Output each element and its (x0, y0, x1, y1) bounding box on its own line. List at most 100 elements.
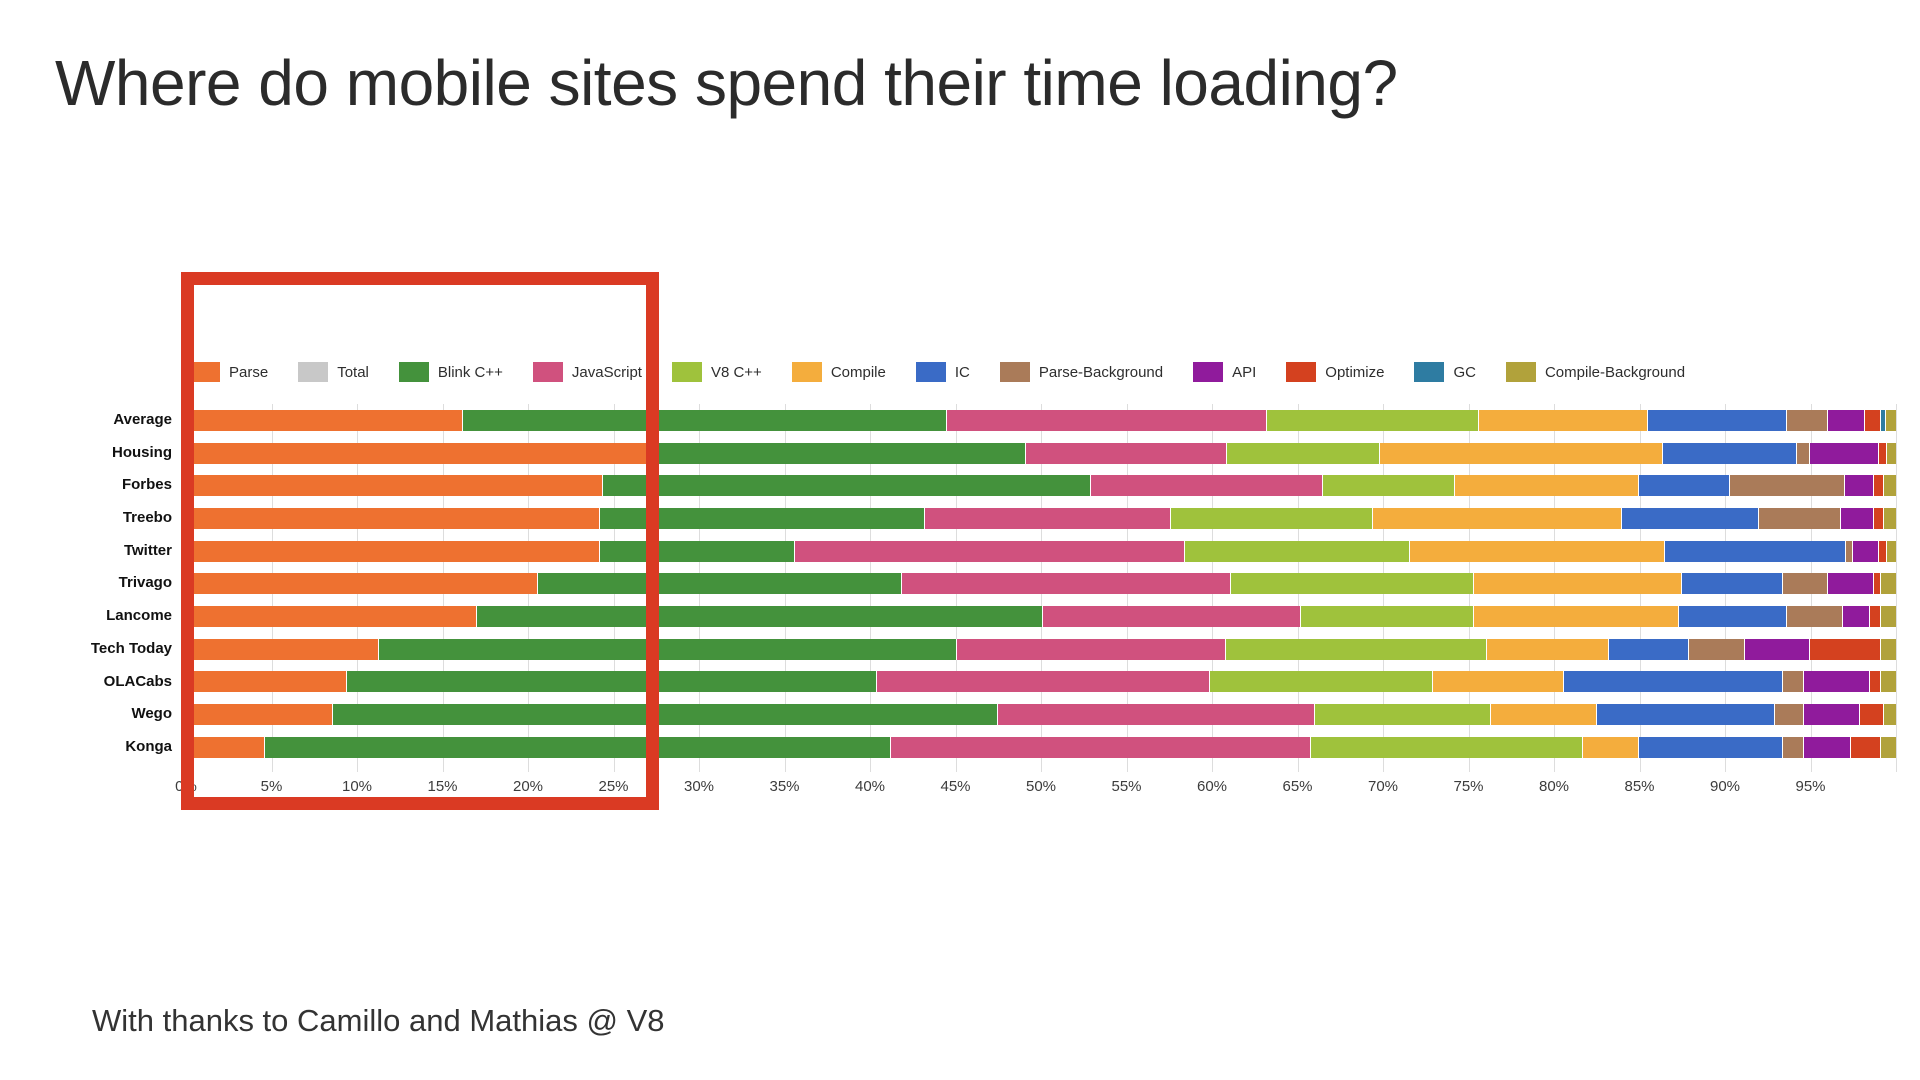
bar-row (186, 698, 1896, 731)
bar-segment (264, 736, 891, 758)
bar-segment (1170, 507, 1373, 529)
bar-segment (1783, 736, 1804, 758)
bar-segment (1227, 442, 1380, 464)
tick-label: 60% (1196, 778, 1228, 795)
bar-segment (1225, 638, 1488, 660)
bar-segment (1314, 704, 1491, 726)
tick-label: 55% (1111, 778, 1142, 795)
plot-area (186, 404, 1897, 772)
bar-segment (1639, 475, 1731, 497)
bar-segment (1783, 573, 1828, 595)
bar-row (186, 535, 1896, 568)
bar-segment (1759, 507, 1842, 529)
legend-item: Blink C++ (398, 362, 503, 382)
legend-item: Optimize (1286, 362, 1384, 382)
bar-segment (1689, 638, 1746, 660)
bar-segment (186, 573, 539, 595)
legend-label: Blink C++ (437, 363, 503, 381)
legend-label: GC (1453, 363, 1476, 381)
legend-label: Parse (229, 363, 269, 381)
bar-row (186, 633, 1896, 666)
tick-label: 20% (512, 778, 544, 795)
bar-segment (890, 736, 1312, 758)
bar-segment (946, 409, 1267, 431)
legend-label: Parse-Background (1038, 363, 1164, 381)
bar-segment (599, 540, 795, 562)
bar-row (186, 666, 1896, 699)
tick-label: 30% (683, 778, 715, 795)
category-label: Average (113, 411, 172, 428)
bar-segment (1846, 540, 1854, 562)
legend-item: Compile-Background (1505, 362, 1686, 382)
bar-segment (186, 442, 657, 464)
tick-label: 75% (1453, 778, 1484, 795)
category-axis-labels: Average Housing Forbes Treebo Twitter Trivago… (0, 404, 176, 764)
bar-segment (1827, 409, 1866, 431)
bar-segment (794, 540, 1185, 562)
bar-segment (924, 507, 1171, 529)
bar-segment (1853, 540, 1879, 562)
legend-label: V8 C++ (710, 363, 762, 381)
bar-segment (1827, 573, 1874, 595)
bar-row (186, 469, 1896, 502)
bar-segment (1230, 573, 1474, 595)
tick-label: 95% (1795, 778, 1826, 795)
bar-segment (1786, 605, 1843, 627)
bar-segment (1880, 671, 1896, 693)
category-label: Treebo (122, 509, 172, 527)
bar-segment (1025, 442, 1228, 464)
stacked-bar (186, 736, 1896, 758)
bar-segment (1796, 442, 1811, 464)
bar-segment (186, 409, 464, 431)
category-label: Forbes (121, 476, 172, 494)
bar-segment (1880, 573, 1896, 595)
legend-label: API (1232, 363, 1257, 381)
bar-segment (1865, 409, 1881, 431)
bar-row (186, 600, 1896, 633)
bar-segment (1487, 638, 1609, 660)
bar-segment (1851, 736, 1881, 758)
legend-item: API (1193, 362, 1256, 382)
bar-segment (656, 442, 1026, 464)
bar-segment (346, 671, 877, 693)
bar-segment (1478, 409, 1649, 431)
bar-segment (902, 573, 1231, 595)
bar-segment (1880, 638, 1896, 660)
footer-credit: With thanks to Camillo and Mathias @ V8 (92, 1003, 665, 1038)
bar-row (186, 437, 1896, 470)
stacked-bar (186, 507, 1896, 529)
bar-segment (1432, 671, 1565, 693)
bar-segment (1454, 475, 1640, 497)
bar-segment (957, 638, 1226, 660)
legend-swatch (791, 362, 822, 382)
tick-label: 35% (769, 778, 800, 795)
bar-segment (1880, 736, 1896, 758)
bar-segment (1730, 475, 1845, 497)
gridline (1896, 404, 1897, 772)
plot-rows (186, 404, 1896, 764)
legend-item: V8 C++ (671, 362, 762, 382)
legend-label: JavaScript (571, 363, 642, 381)
category-label: Housing (112, 443, 172, 461)
bar-segment (1266, 409, 1479, 431)
bar-row (186, 567, 1896, 600)
tick-label: 15% (427, 778, 458, 795)
bar-segment (1883, 704, 1896, 726)
stacked-bar (186, 409, 1896, 431)
legend-swatch (671, 362, 702, 382)
bar-segment (463, 409, 947, 431)
bar-segment (1678, 605, 1787, 627)
bar-segment (1473, 605, 1679, 627)
bar-segment (1873, 573, 1881, 595)
stacked-bar (186, 671, 1896, 693)
legend-label: Compile-Background (1544, 363, 1686, 381)
bar-segment (186, 736, 265, 758)
bar-segment (1878, 442, 1888, 464)
category-label: Wego (131, 705, 172, 723)
tick-label: 80% (1538, 778, 1570, 795)
bar-segment (186, 638, 380, 660)
stacked-bar (186, 638, 1896, 660)
legend-swatch (915, 362, 946, 382)
bar-segment (186, 605, 477, 627)
